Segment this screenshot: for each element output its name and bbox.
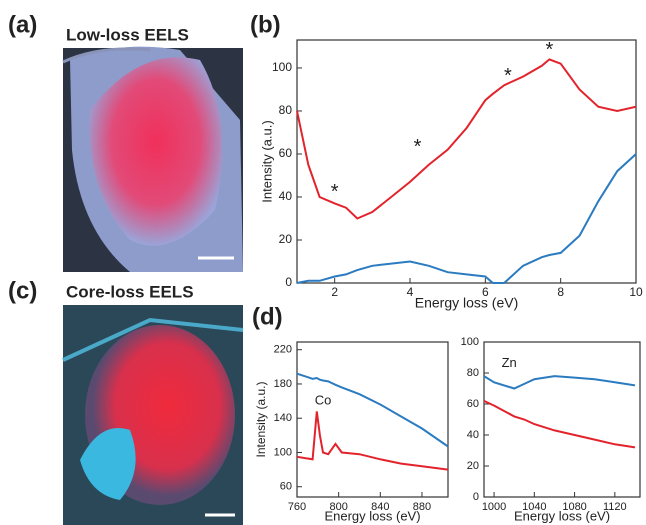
x-tick-label: 10 xyxy=(629,285,643,299)
x-tick-label: 2 xyxy=(331,285,338,299)
x-axis-label: Energy loss (eV) xyxy=(514,508,610,523)
y-axis-label: Intensity (a.u.) xyxy=(259,120,274,202)
x-tick-label: 760 xyxy=(288,501,306,513)
y-tick-label: 40 xyxy=(279,189,293,203)
y-tick-label: 100 xyxy=(272,60,292,74)
x-tick-label: 8 xyxy=(557,285,564,299)
annotation: * xyxy=(331,181,339,203)
y-tick-label: 60 xyxy=(467,398,479,410)
eels-map-a xyxy=(63,47,243,272)
figure: (a) (b) (c) (d) Low-loss EELS Core-loss … xyxy=(0,0,646,525)
y-tick-label: 20 xyxy=(279,232,293,246)
eels-map-c xyxy=(63,305,243,525)
plot-frame xyxy=(297,40,636,283)
annotation: * xyxy=(414,136,422,158)
annotation: * xyxy=(545,39,553,61)
y-tick-label: 80 xyxy=(467,367,479,379)
panel-label: (a) xyxy=(8,11,37,38)
data-line xyxy=(297,411,448,469)
y-tick-label: 60 xyxy=(279,146,293,160)
panel-label: (b) xyxy=(250,11,281,38)
y-tick-label: 180 xyxy=(274,378,292,390)
annotation: * xyxy=(504,65,512,87)
y-tick-label: 60 xyxy=(280,481,292,493)
data-line xyxy=(484,401,635,448)
data-line xyxy=(484,376,635,388)
panel-label: (c) xyxy=(8,277,37,304)
x-tick-label: 1000 xyxy=(482,501,506,513)
image-title: Low-loss EELS xyxy=(66,25,189,44)
y-tick-label: 40 xyxy=(467,429,479,441)
annotation: Zn xyxy=(502,355,517,370)
y-tick-label: 100 xyxy=(461,336,479,348)
annotation: Co xyxy=(315,393,332,408)
y-tick-label: 140 xyxy=(274,412,292,424)
y-tick-label: 80 xyxy=(279,103,293,117)
y-tick-label: 20 xyxy=(467,460,479,472)
y-tick-label: 0 xyxy=(473,491,479,503)
image-title: Core-loss EELS xyxy=(66,282,194,301)
x-tick-label: 4 xyxy=(407,285,414,299)
y-tick-label: 100 xyxy=(274,446,292,458)
y-tick-label: 0 xyxy=(285,275,292,289)
x-axis-label: Energy loss (eV) xyxy=(415,295,518,311)
y-tick-label: 220 xyxy=(274,344,292,356)
plot-frame xyxy=(297,342,448,497)
panel-label: (d) xyxy=(252,303,283,330)
y-axis-label: Intensity (a.u.) xyxy=(254,381,268,457)
data-line xyxy=(297,59,636,218)
x-axis-label: Energy loss (eV) xyxy=(324,508,420,523)
data-line xyxy=(297,154,636,283)
